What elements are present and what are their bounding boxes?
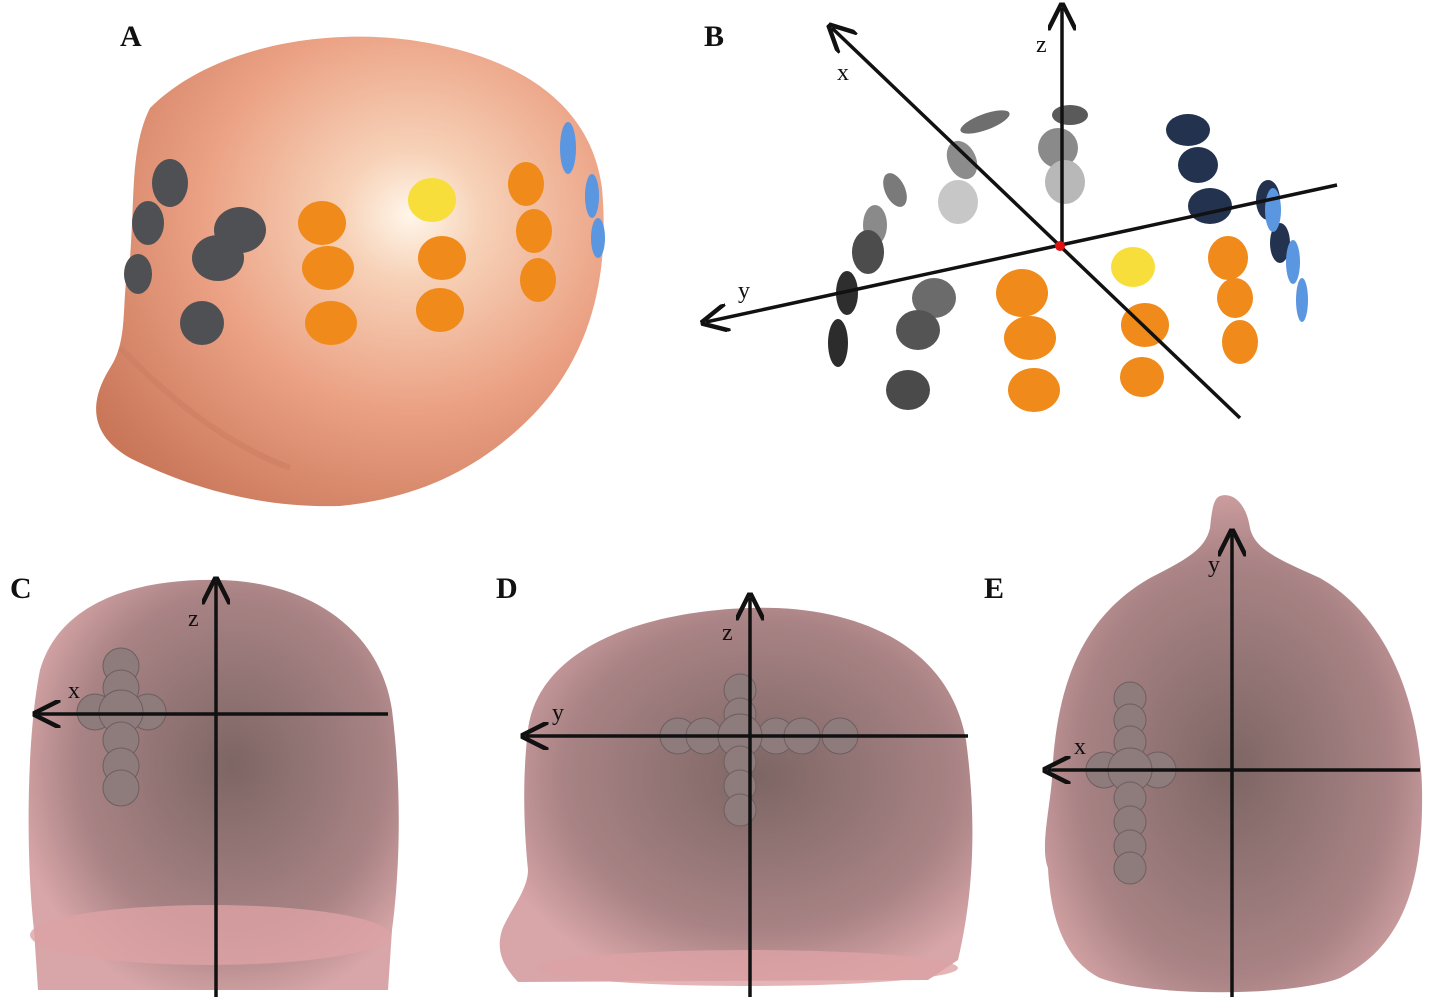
yellow-electrode: [1111, 247, 1155, 287]
head-surface-render: [96, 36, 605, 507]
y-axis-label: y: [738, 278, 750, 304]
gray-electrodes: [828, 105, 1088, 410]
z-axis-label: z: [188, 606, 199, 632]
gray-electrodes: [124, 159, 266, 345]
yellow-electrode: [408, 178, 456, 222]
orange-electrodes: [996, 236, 1258, 412]
panel-c-label: C: [10, 572, 32, 605]
orange-electrodes: [298, 162, 556, 345]
panel-a: A: [90, 18, 630, 518]
z-axis-label: z: [1036, 32, 1047, 58]
z-axis-label: z: [722, 620, 733, 646]
panel-e: E x y: [980, 488, 1434, 997]
electrode-layout-3d: x y z: [690, 0, 1338, 420]
x-axis-label: x: [1074, 734, 1086, 760]
head-top-view: x y: [980, 495, 1423, 997]
electrode-cross: [76, 647, 167, 807]
head-side-view: y z: [499, 570, 973, 997]
origin-point: [1055, 241, 1065, 251]
panel-e-label: E: [984, 572, 1005, 605]
blue-electrodes: [560, 122, 605, 258]
x-axis-label: x: [837, 60, 849, 86]
y-axis-label: y: [552, 700, 564, 726]
panel-a-label: A: [120, 20, 142, 53]
blue-electrodes: [1265, 188, 1308, 322]
y-axis-label: y: [1208, 552, 1220, 578]
x-axis-label: x: [68, 678, 80, 704]
panel-b-label: B: [704, 20, 725, 53]
panel-d: D y z: [488, 570, 988, 997]
panel-b: B: [690, 0, 1370, 430]
navy-electrodes: [1166, 114, 1290, 263]
y-axis: [706, 183, 1338, 322]
panel-d-label: D: [496, 572, 518, 605]
x-axis: [832, 28, 1242, 420]
head-back-view: x z: [28, 570, 399, 997]
panel-c: C x z: [0, 570, 420, 997]
